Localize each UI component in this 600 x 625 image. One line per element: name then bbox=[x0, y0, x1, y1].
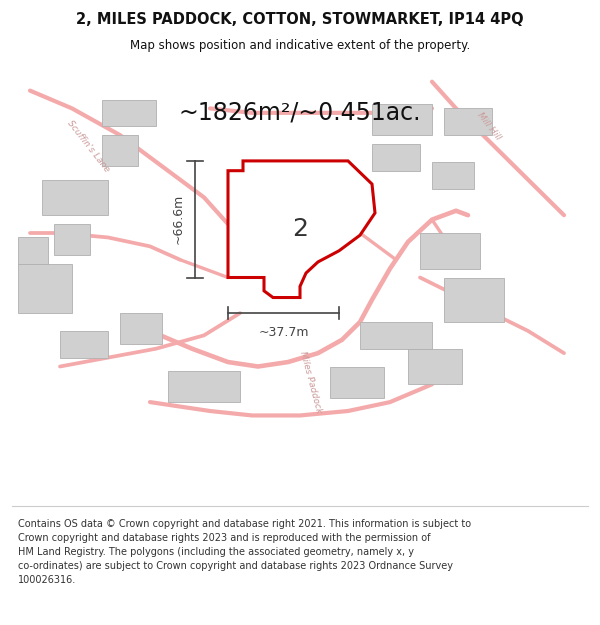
Polygon shape bbox=[372, 144, 420, 171]
Polygon shape bbox=[54, 224, 90, 255]
Polygon shape bbox=[168, 371, 240, 402]
Polygon shape bbox=[120, 313, 162, 344]
Text: Mill Hill: Mill Hill bbox=[475, 111, 503, 142]
Polygon shape bbox=[18, 238, 48, 264]
Polygon shape bbox=[228, 161, 375, 298]
Polygon shape bbox=[408, 349, 462, 384]
Polygon shape bbox=[372, 104, 432, 135]
Polygon shape bbox=[330, 366, 384, 398]
Text: Contains OS data © Crown copyright and database right 2021. This information is : Contains OS data © Crown copyright and d… bbox=[18, 519, 471, 585]
Text: Scuffin's Lane: Scuffin's Lane bbox=[66, 119, 112, 174]
Polygon shape bbox=[432, 162, 474, 189]
Polygon shape bbox=[420, 233, 480, 269]
Text: 2: 2 bbox=[292, 216, 308, 241]
Polygon shape bbox=[102, 99, 156, 126]
Text: ~66.6m: ~66.6m bbox=[172, 194, 185, 244]
Polygon shape bbox=[60, 331, 108, 357]
Polygon shape bbox=[273, 229, 303, 249]
Text: Map shows position and indicative extent of the property.: Map shows position and indicative extent… bbox=[130, 39, 470, 51]
Polygon shape bbox=[360, 322, 432, 349]
Text: Miles Paddock: Miles Paddock bbox=[298, 350, 323, 414]
Text: ~1826m²/~0.451ac.: ~1826m²/~0.451ac. bbox=[179, 101, 421, 125]
Polygon shape bbox=[102, 135, 138, 166]
Polygon shape bbox=[18, 264, 72, 313]
Polygon shape bbox=[444, 108, 492, 135]
Text: ~37.7m: ~37.7m bbox=[258, 326, 309, 339]
Polygon shape bbox=[444, 278, 504, 322]
Polygon shape bbox=[42, 179, 108, 215]
Text: 2, MILES PADDOCK, COTTON, STOWMARKET, IP14 4PQ: 2, MILES PADDOCK, COTTON, STOWMARKET, IP… bbox=[76, 12, 524, 27]
